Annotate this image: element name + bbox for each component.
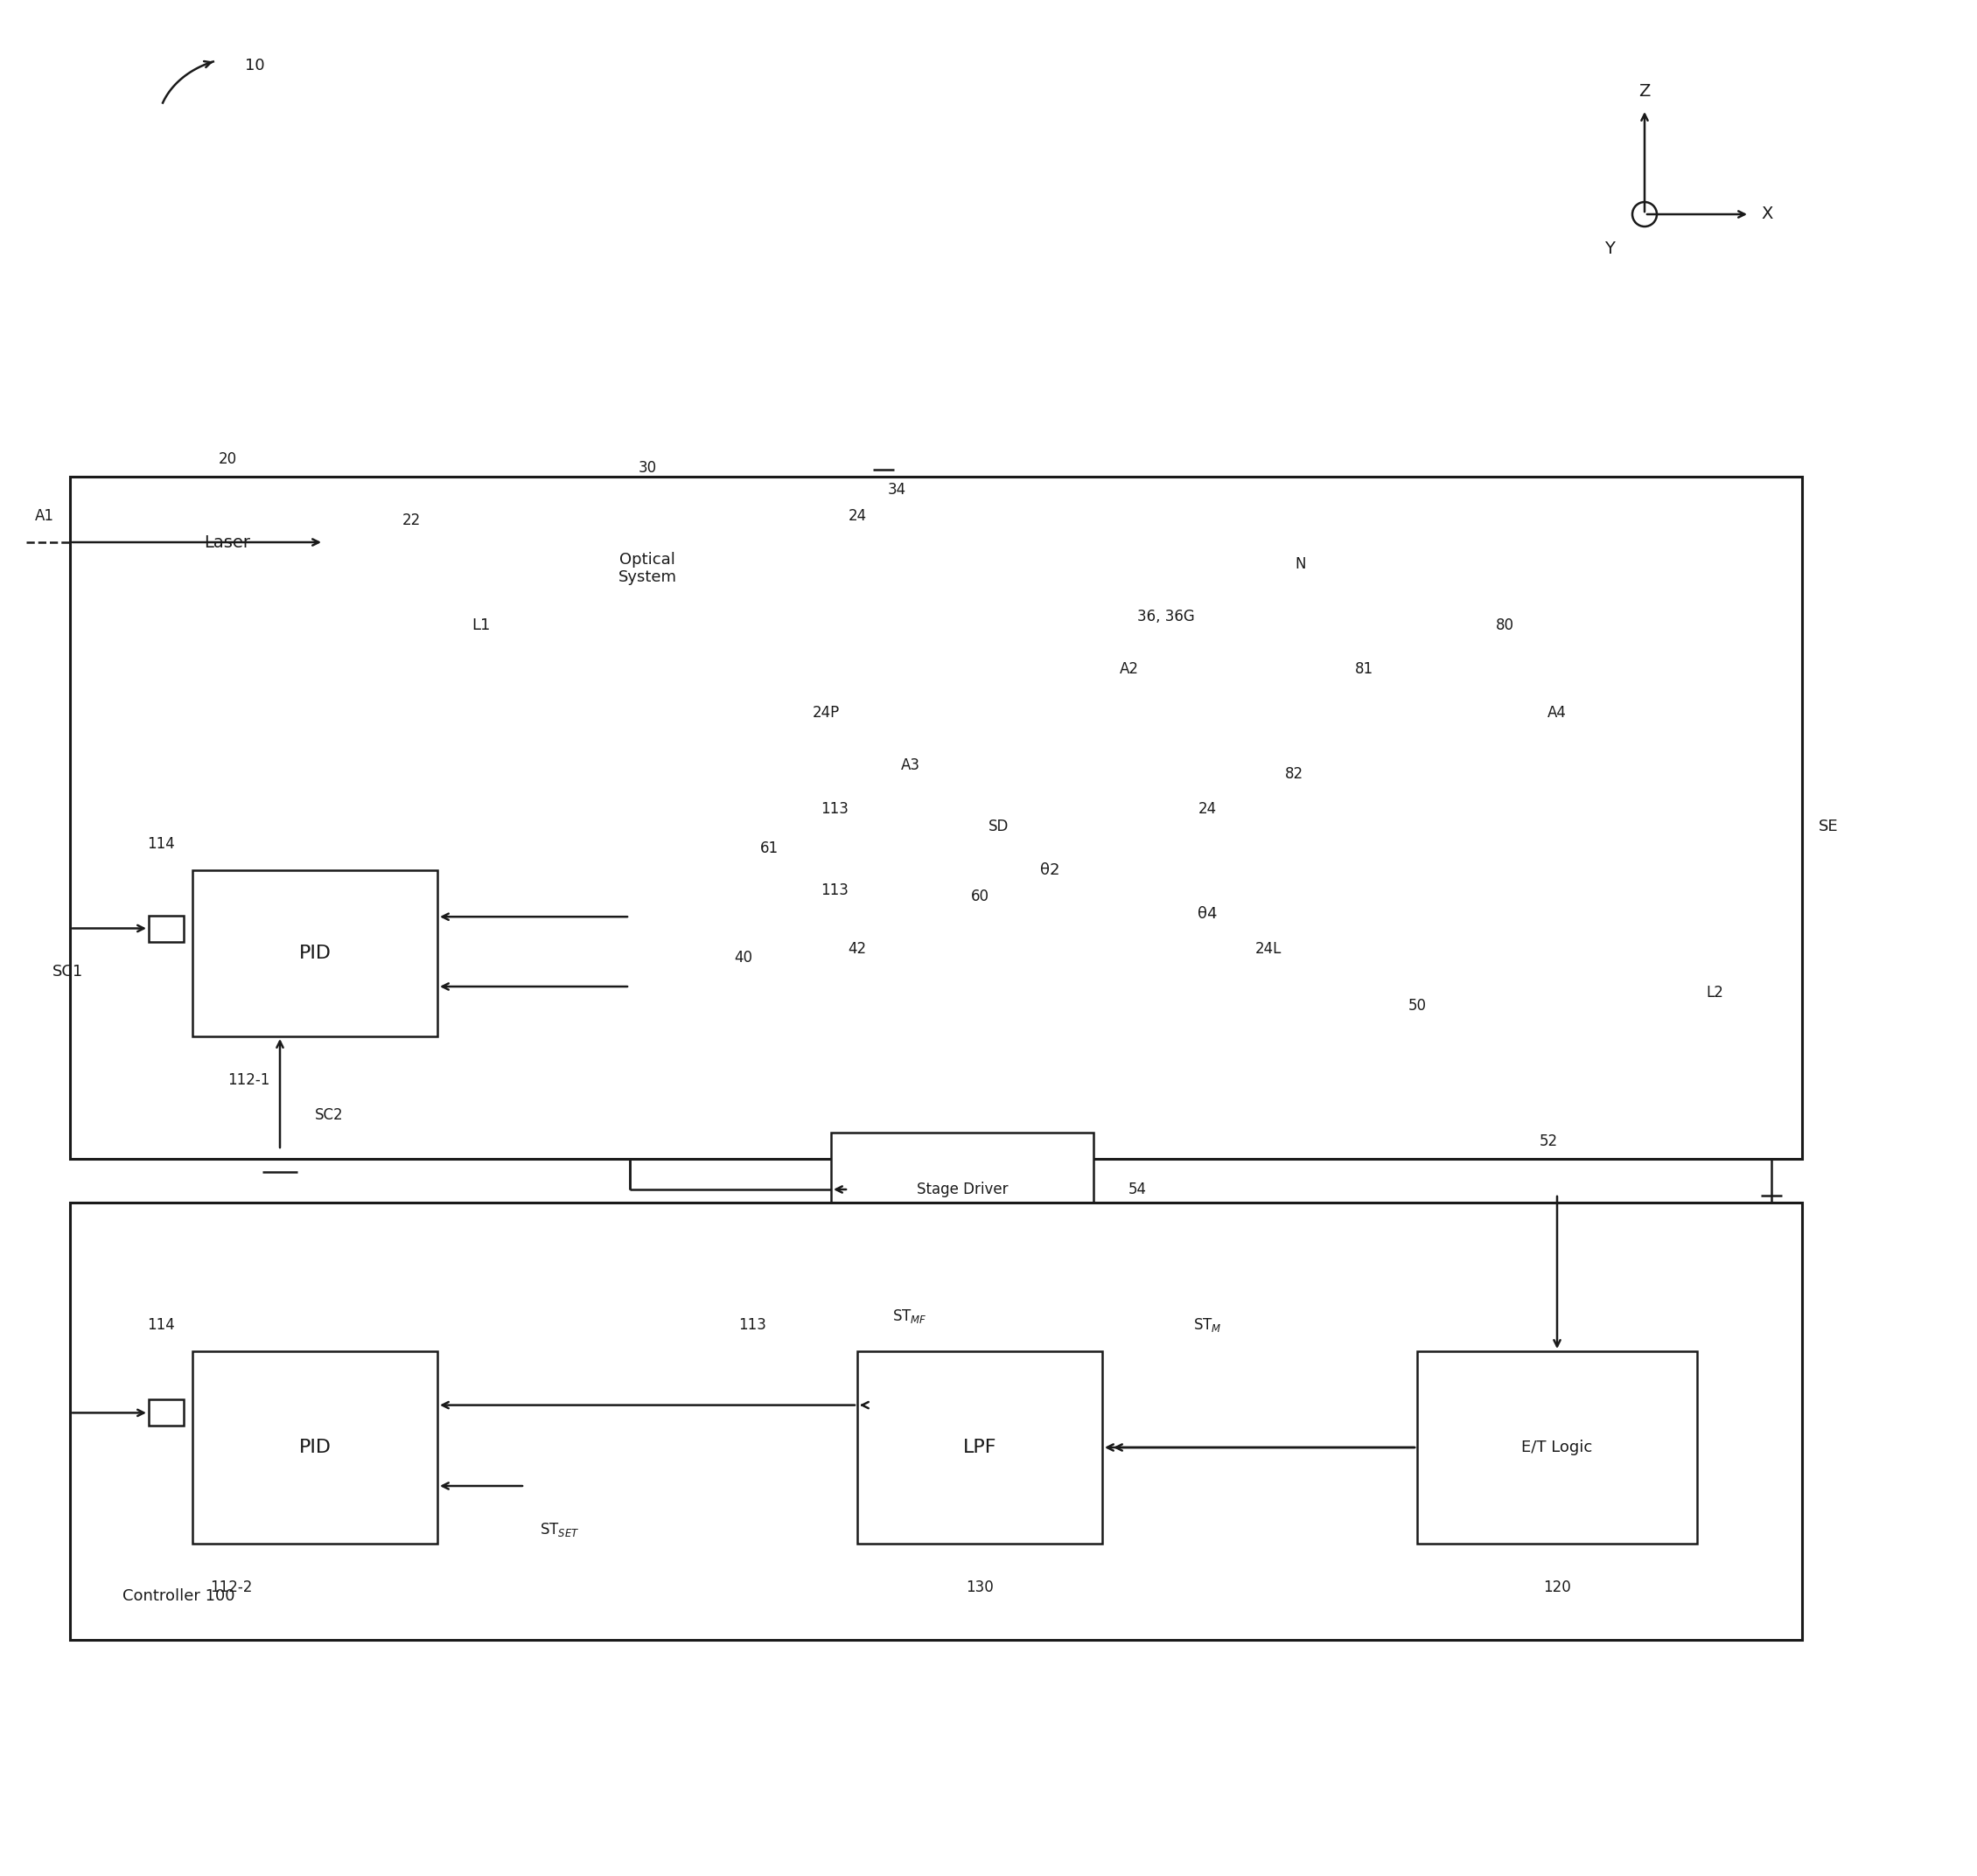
Bar xyxy=(830,1133,1093,1246)
Text: 112-2: 112-2 xyxy=(210,1580,253,1595)
Text: SD: SD xyxy=(988,818,1008,835)
Text: A3: A3 xyxy=(902,758,919,773)
Text: 36, 36G: 36, 36G xyxy=(1137,608,1194,625)
Text: 24: 24 xyxy=(848,508,868,523)
Bar xyxy=(830,818,935,880)
Text: X: X xyxy=(1762,206,1773,223)
Text: ST$_M$: ST$_M$ xyxy=(1192,1317,1222,1334)
Polygon shape xyxy=(834,507,905,578)
Polygon shape xyxy=(1352,645,1481,764)
Text: L1: L1 xyxy=(473,617,490,634)
Text: 120: 120 xyxy=(1544,1580,1572,1595)
Bar xyxy=(524,493,769,643)
Bar xyxy=(1750,756,1793,897)
Text: 82: 82 xyxy=(1285,765,1303,782)
Text: 24L: 24L xyxy=(1255,942,1281,957)
Text: 10: 10 xyxy=(245,58,265,73)
Text: Y: Y xyxy=(1605,240,1615,257)
Bar xyxy=(148,915,184,942)
Text: A4: A4 xyxy=(1548,705,1566,720)
Text: 54: 54 xyxy=(1129,1182,1147,1197)
Bar xyxy=(130,486,324,598)
Bar xyxy=(797,1041,1356,1081)
Text: 60: 60 xyxy=(971,889,988,904)
Text: 34: 34 xyxy=(888,482,905,497)
Text: 114: 114 xyxy=(146,1317,174,1332)
Polygon shape xyxy=(1390,681,1443,728)
Text: A2: A2 xyxy=(1119,660,1139,677)
Text: Optical
System: Optical System xyxy=(619,552,676,585)
Text: PID: PID xyxy=(299,944,330,962)
Bar xyxy=(69,477,1803,1159)
Text: 80: 80 xyxy=(1495,617,1514,634)
Text: N: N xyxy=(1295,557,1305,572)
Bar xyxy=(1418,1351,1696,1544)
Bar xyxy=(69,1203,1803,1640)
Text: PID: PID xyxy=(299,1439,330,1456)
Text: SC1: SC1 xyxy=(53,964,83,979)
Text: 40: 40 xyxy=(733,949,753,966)
Text: SC2: SC2 xyxy=(314,1107,344,1124)
Text: θ2: θ2 xyxy=(1040,863,1060,878)
Polygon shape xyxy=(1315,824,1362,865)
Text: 50: 50 xyxy=(1408,998,1427,1013)
Bar xyxy=(192,870,437,1036)
Text: 20: 20 xyxy=(217,452,237,467)
Text: 113: 113 xyxy=(820,882,848,899)
Text: 112-1: 112-1 xyxy=(227,1073,269,1088)
Text: Stage Driver: Stage Driver xyxy=(917,1182,1008,1197)
Polygon shape xyxy=(1279,790,1398,897)
Bar xyxy=(858,1351,1103,1544)
Text: A1: A1 xyxy=(36,508,53,523)
Text: 130: 130 xyxy=(967,1580,994,1595)
Text: 113: 113 xyxy=(737,1317,767,1332)
Text: E/T Logic: E/T Logic xyxy=(1522,1439,1593,1456)
Text: 24P: 24P xyxy=(813,705,840,720)
Text: L2: L2 xyxy=(1706,985,1724,1000)
Bar xyxy=(148,1399,184,1426)
Text: 113: 113 xyxy=(820,801,848,816)
Text: θ4: θ4 xyxy=(1198,906,1218,921)
Bar xyxy=(815,801,953,897)
Text: 114: 114 xyxy=(146,837,174,852)
Text: SE: SE xyxy=(1819,818,1839,835)
Text: ST$_{SET}$: ST$_{SET}$ xyxy=(540,1521,579,1538)
Bar xyxy=(769,976,1382,1036)
Text: Laser: Laser xyxy=(204,535,251,550)
Text: ST$_{MF}$: ST$_{MF}$ xyxy=(892,1308,927,1324)
Text: 22: 22 xyxy=(401,512,421,529)
Text: 81: 81 xyxy=(1354,660,1374,677)
Bar xyxy=(192,1351,437,1544)
Text: 61: 61 xyxy=(759,840,779,855)
Text: 24: 24 xyxy=(1198,801,1216,816)
Text: Z: Z xyxy=(1639,84,1651,99)
Text: LPF: LPF xyxy=(963,1439,996,1456)
Text: 30: 30 xyxy=(639,460,656,477)
Text: Controller 100: Controller 100 xyxy=(123,1589,235,1604)
Text: 52: 52 xyxy=(1540,1133,1558,1150)
Text: 42: 42 xyxy=(848,942,866,957)
